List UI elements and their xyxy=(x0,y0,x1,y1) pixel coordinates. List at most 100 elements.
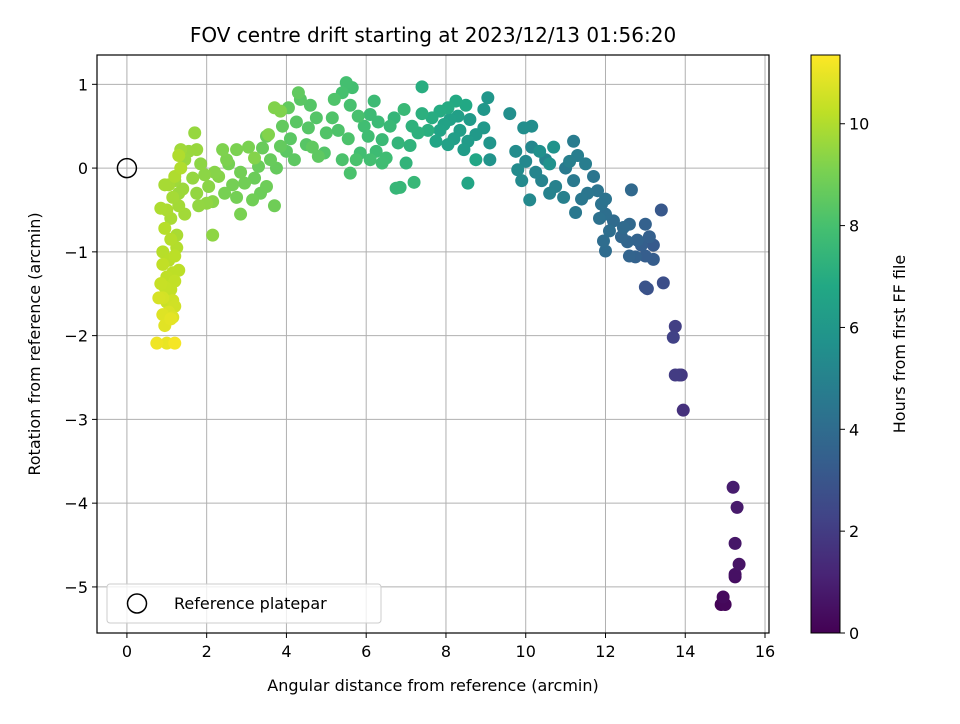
data-point xyxy=(327,92,341,106)
x-tick-label: 0 xyxy=(122,642,132,661)
data-point xyxy=(273,139,287,153)
data-point xyxy=(230,190,244,204)
data-point xyxy=(399,156,413,170)
data-point xyxy=(383,119,397,133)
data-point xyxy=(154,277,168,291)
data-point xyxy=(363,153,377,167)
data-point xyxy=(668,319,682,333)
x-tick-label: 8 xyxy=(441,642,451,661)
x-tick-label: 4 xyxy=(281,642,291,661)
chart-title: FOV centre drift starting at 2023/12/13 … xyxy=(190,23,676,47)
data-point xyxy=(263,153,277,167)
data-point xyxy=(543,186,557,200)
data-point xyxy=(405,119,419,133)
data-point xyxy=(375,156,389,170)
data-point xyxy=(248,171,262,185)
data-point xyxy=(393,180,407,194)
data-point xyxy=(256,141,270,155)
data-point xyxy=(543,157,557,171)
legend-label: Reference platepar xyxy=(174,594,327,613)
data-point xyxy=(638,249,652,263)
data-point xyxy=(238,176,252,190)
data-point xyxy=(230,143,244,157)
data-point xyxy=(319,126,333,140)
data-point xyxy=(289,115,303,129)
data-point xyxy=(343,166,357,180)
data-point xyxy=(198,168,212,182)
data-point xyxy=(349,153,363,167)
data-point xyxy=(533,144,547,158)
x-tick-label: 12 xyxy=(595,642,615,661)
data-point xyxy=(616,221,630,235)
colorbar-tick-label: 8 xyxy=(849,217,859,236)
data-point xyxy=(343,98,357,112)
data-point xyxy=(575,192,589,206)
data-point xyxy=(242,140,256,154)
data-point xyxy=(311,149,325,163)
x-tick-label: 14 xyxy=(675,642,695,661)
data-point xyxy=(168,249,182,263)
grid-layer xyxy=(97,55,769,633)
x-tick-label: 10 xyxy=(516,642,536,661)
data-point xyxy=(186,171,200,185)
data-point xyxy=(638,280,652,294)
data-point xyxy=(194,157,208,171)
data-point xyxy=(730,500,744,514)
data-point xyxy=(415,107,429,121)
plot-frame xyxy=(96,54,770,634)
data-point xyxy=(246,193,260,207)
data-point xyxy=(220,153,234,167)
data-point xyxy=(305,140,319,154)
data-point xyxy=(188,126,202,140)
data-point xyxy=(283,132,297,146)
data-point xyxy=(656,276,670,290)
data-point xyxy=(602,224,616,238)
y-tick-label: −2 xyxy=(64,327,88,346)
data-point xyxy=(483,153,497,167)
data-point xyxy=(469,153,483,167)
y-tick-label: −4 xyxy=(64,494,88,513)
data-point xyxy=(547,140,561,154)
data-point xyxy=(425,111,439,125)
data-point xyxy=(190,186,204,200)
data-point xyxy=(509,144,523,158)
data-point xyxy=(567,174,581,188)
data-point xyxy=(483,136,497,150)
data-point xyxy=(557,190,571,204)
data-point xyxy=(433,123,447,137)
data-point xyxy=(363,107,377,121)
colorbar-gradient xyxy=(810,54,841,634)
data-point xyxy=(156,257,170,271)
legend: Reference platepar xyxy=(106,583,382,624)
data-point xyxy=(339,76,353,90)
data-point xyxy=(728,536,742,550)
y-tick-label: −5 xyxy=(64,578,88,597)
data-point xyxy=(676,403,690,417)
data-point xyxy=(477,102,491,116)
data-point xyxy=(367,94,381,108)
data-point xyxy=(351,109,365,123)
data-point xyxy=(567,134,581,148)
data-point xyxy=(206,228,220,242)
data-point xyxy=(716,590,730,604)
data-point xyxy=(301,121,315,135)
data-point xyxy=(569,205,583,219)
data-point xyxy=(638,217,652,231)
data-point xyxy=(150,336,164,350)
data-point xyxy=(529,165,543,179)
data-point xyxy=(726,480,740,494)
data-point xyxy=(587,169,601,183)
data-point xyxy=(267,199,281,213)
data-point xyxy=(248,151,262,165)
data-point xyxy=(375,133,389,147)
data-point xyxy=(234,207,248,221)
data-point xyxy=(267,101,281,115)
data-point xyxy=(624,183,638,197)
data-point xyxy=(591,184,605,198)
data-point xyxy=(218,186,232,200)
data-point xyxy=(341,132,355,146)
data-point xyxy=(168,336,182,350)
data-point xyxy=(459,98,473,112)
